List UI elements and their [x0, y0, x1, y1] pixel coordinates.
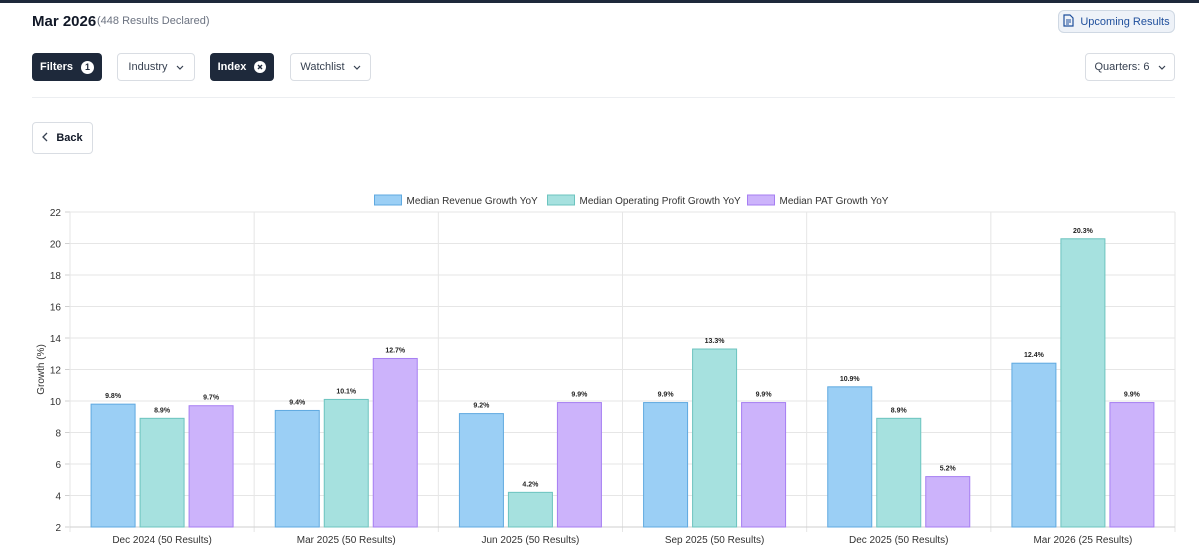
legend-swatch [374, 194, 402, 206]
upcoming-results-label: Upcoming Results [1080, 15, 1170, 28]
y-tick-label: 2 [55, 523, 61, 534]
chevron-down-icon [176, 61, 184, 73]
chevron-down-icon [1158, 61, 1166, 73]
data-label: 9.9% [571, 392, 588, 399]
legend-label: Median PAT Growth YoY [780, 196, 889, 207]
data-label: 8.9% [154, 407, 171, 414]
index-label: Index [217, 61, 247, 73]
data-label: 4.2% [522, 481, 539, 488]
data-label: 9.9% [1124, 392, 1141, 399]
bar-1 [1011, 362, 1057, 528]
x-tick-label: Dec 2024 (50 Results) [112, 535, 212, 546]
data-label: 9.4% [289, 399, 306, 406]
data-label: 9.9% [756, 392, 773, 399]
bar-3 [925, 476, 971, 528]
document-icon [1063, 13, 1074, 30]
x-tick-label: Jun 2025 (50 Results) [481, 535, 579, 546]
data-label: 9.2% [473, 403, 490, 410]
industry-dropdown[interactable]: Industry [117, 53, 195, 81]
clear-index-icon[interactable] [254, 61, 267, 73]
chevron-down-icon [353, 61, 361, 73]
watchlist-label: Watchlist [300, 61, 345, 73]
bar-3 [556, 402, 602, 528]
data-label: 20.3% [1073, 228, 1094, 235]
y-tick-label: 4 [55, 492, 61, 503]
x-tick-label: Sep 2025 (50 Results) [665, 535, 765, 546]
y-tick-label: 18 [50, 271, 62, 282]
top-accent-bar [0, 0, 1199, 3]
data-label: 9.7% [203, 395, 220, 402]
legend-label: Median Revenue Growth YoY [407, 196, 539, 207]
quarters-label: Quarters: 6 [1094, 61, 1150, 73]
chevron-left-icon [42, 132, 48, 145]
back-button[interactable]: Back [32, 122, 93, 154]
filters-count-badge: 1 [81, 60, 94, 74]
upcoming-results-button[interactable]: Upcoming Results [1058, 10, 1175, 33]
back-label: Back [56, 132, 83, 144]
y-axis-label: Growth (%) [36, 344, 47, 395]
watchlist-dropdown[interactable]: Watchlist [290, 53, 371, 81]
y-tick-label: 14 [50, 334, 62, 345]
bar-2 [1060, 238, 1106, 528]
bar-2 [507, 491, 553, 528]
legend-label: Median Operating Profit Growth YoY [580, 196, 742, 207]
legend-swatch [747, 194, 775, 206]
bar-1 [458, 413, 504, 528]
data-label: 13.3% [705, 338, 726, 345]
data-label: 10.1% [336, 388, 357, 395]
quarters-dropdown[interactable]: Quarters: 6 [1085, 53, 1175, 81]
x-tick-label: Mar 2026 (25 Results) [1033, 535, 1132, 546]
bar-3 [1109, 402, 1155, 528]
bar-1 [827, 386, 873, 528]
data-label: 9.8% [105, 393, 122, 400]
bar-3 [372, 357, 418, 528]
bar-2 [692, 348, 738, 528]
legend-swatch [547, 194, 575, 206]
toolbar-divider [32, 97, 1175, 98]
page-title: Mar 2026 [32, 13, 97, 30]
x-tick-label: Mar 2025 (50 Results) [297, 535, 396, 546]
data-label: 10.9% [840, 376, 861, 383]
filters-button[interactable]: Filters 1 [32, 53, 102, 81]
y-tick-label: 6 [55, 460, 61, 471]
bar-3 [741, 402, 787, 528]
data-label: 12.4% [1024, 352, 1045, 359]
industry-label: Industry [128, 61, 168, 73]
index-filter-chip[interactable]: Index [210, 53, 274, 81]
data-label: 5.2% [940, 466, 957, 473]
filters-label: Filters [39, 61, 73, 73]
bar-2 [876, 417, 922, 528]
bar-2 [139, 417, 185, 528]
bar-1 [274, 409, 320, 528]
y-tick-label: 10 [50, 397, 62, 408]
bar-3 [188, 405, 234, 528]
data-label: 8.9% [891, 407, 908, 414]
data-label: 12.7% [385, 347, 406, 354]
y-tick-label: 12 [50, 366, 62, 377]
y-tick-label: 22 [50, 208, 62, 219]
results-count: (448 Results Declared) [97, 15, 210, 27]
y-tick-label: 16 [50, 303, 62, 314]
bar-1 [643, 402, 689, 528]
x-tick-label: Dec 2025 (50 Results) [849, 535, 949, 546]
data-label: 9.9% [658, 392, 675, 399]
bar-1 [90, 403, 136, 528]
y-tick-label: 20 [50, 240, 62, 251]
y-tick-label: 8 [55, 429, 61, 440]
bar-2 [323, 398, 369, 528]
growth-bar-chart: 2 4 6 8 10 12 14 16 18 20 22 Growth (%) 9.8% 8.9% 9.7%… [36, 194, 1176, 546]
